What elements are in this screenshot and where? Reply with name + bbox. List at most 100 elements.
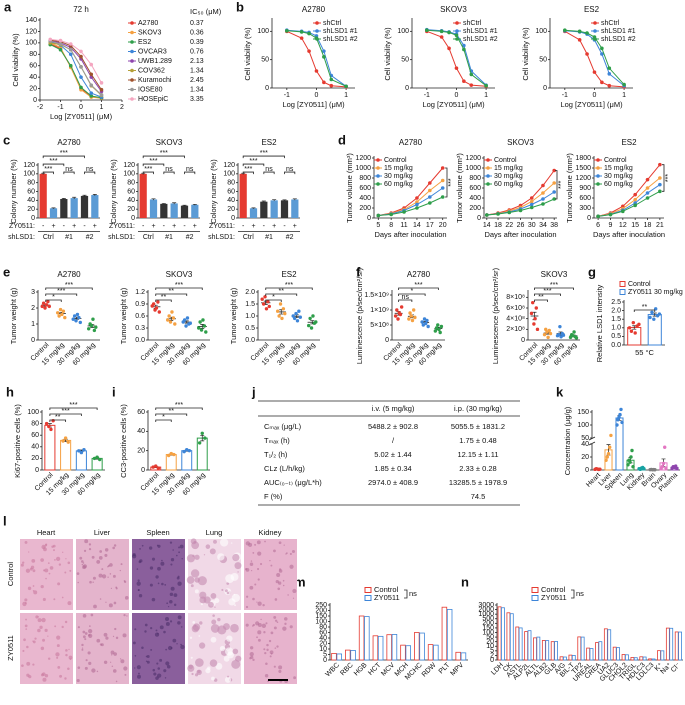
y-tick-label: 40 [27, 197, 35, 204]
sig-bracket [155, 299, 172, 302]
y-tick-label: 60 [127, 188, 135, 195]
tissue-texture [170, 586, 175, 591]
data-point [541, 202, 545, 206]
tissue-texture [176, 576, 180, 580]
data-point [568, 335, 573, 340]
data-point [447, 30, 451, 35]
y-tick-label: 20 [227, 206, 235, 213]
data-point [664, 466, 668, 470]
tissue-texture [23, 638, 26, 642]
x-tick-label: 21 [656, 222, 664, 229]
sig-bracket [265, 293, 298, 296]
tissue-texture [37, 618, 42, 623]
bar [391, 634, 398, 661]
tissue-texture [203, 554, 206, 556]
y-tick-label: 900 [579, 185, 591, 192]
tissue-texture [187, 664, 195, 672]
data-point [437, 327, 441, 332]
tissue-texture [145, 660, 148, 663]
tissue-texture [166, 664, 171, 669]
data-point [156, 466, 161, 470]
error-bar [172, 202, 177, 205]
data-point [557, 332, 561, 337]
tissue-texture [252, 552, 255, 554]
data-point [618, 412, 622, 417]
legend-marker [376, 174, 380, 178]
data-point [600, 52, 604, 56]
data-point [92, 456, 97, 461]
tissue-image [76, 613, 129, 684]
data-point [440, 166, 445, 170]
bar [589, 648, 594, 661]
y-tick-label: 40 [227, 197, 235, 204]
tissue-texture [85, 659, 88, 662]
y-tick-label: 800 [359, 175, 371, 182]
data-point [605, 455, 609, 459]
tissue-texture [210, 636, 217, 643]
data-point [89, 83, 94, 87]
tissue-image [244, 539, 297, 610]
data-point [200, 431, 204, 435]
tissue-texture [266, 648, 269, 652]
tissue-texture [25, 568, 31, 573]
y-tick-label: 80 [127, 180, 135, 187]
data-point [89, 62, 94, 67]
sig-label: *** [260, 150, 268, 157]
legend-marker [376, 166, 380, 170]
data-point [675, 467, 679, 471]
tissue-texture [53, 549, 55, 552]
chart-title: ES2 [621, 138, 637, 147]
y-tick-label: 600 [359, 185, 371, 192]
tissue-texture [98, 555, 103, 560]
data-point [188, 321, 193, 325]
tissue-texture [178, 551, 181, 554]
tissue-texture [47, 562, 50, 564]
legend-bracket [404, 589, 408, 599]
x-axis-label: Log [ZY0511] (μM) [560, 100, 623, 109]
tissue-texture [104, 553, 108, 557]
row2-value: #1 [165, 234, 173, 241]
sig-label: *** [249, 158, 257, 165]
data-point [541, 197, 545, 201]
y-tick-label: 400 [359, 195, 371, 202]
data-point [58, 47, 63, 52]
legend-marker [130, 78, 134, 82]
data-point [182, 449, 186, 454]
row1-label: ZY0511: [9, 223, 35, 230]
tissue-texture [199, 621, 203, 625]
sig-label: ** [538, 294, 544, 301]
y-axis-label: Tumor volume (mm³) [565, 153, 574, 223]
data-point [151, 302, 156, 306]
data-point [61, 439, 65, 443]
data-point [428, 201, 432, 205]
tissue-texture [54, 625, 57, 628]
bar [358, 615, 365, 661]
legend-swatch [364, 595, 372, 601]
y-tick-label: 2 [490, 652, 494, 659]
tissue-texture [37, 616, 39, 618]
row2-label: shLSD1: [108, 234, 135, 241]
data-point [462, 79, 466, 83]
legend-label: Control [541, 585, 566, 594]
tissue-texture [172, 549, 174, 551]
data-point [631, 465, 635, 469]
y-tick-label: 120 [23, 162, 35, 169]
data-point [292, 316, 297, 321]
x-tick-label: -1 [424, 92, 430, 99]
x-tick-label: 12 [619, 222, 627, 229]
tissue-texture [224, 676, 232, 683]
bar [336, 653, 342, 661]
data-point [43, 306, 47, 310]
bar [541, 640, 546, 661]
data-point [607, 72, 612, 76]
data-point [47, 424, 51, 429]
row1-value: - [63, 223, 66, 230]
y-axis-label: Ki67-positive cells (%) [13, 404, 22, 478]
data-point [55, 311, 60, 315]
bar [364, 616, 370, 661]
data-point [428, 195, 432, 199]
tissue-texture [149, 566, 154, 570]
tissue-texture [276, 573, 281, 578]
data-point [648, 315, 652, 320]
tissue-texture [76, 572, 80, 575]
